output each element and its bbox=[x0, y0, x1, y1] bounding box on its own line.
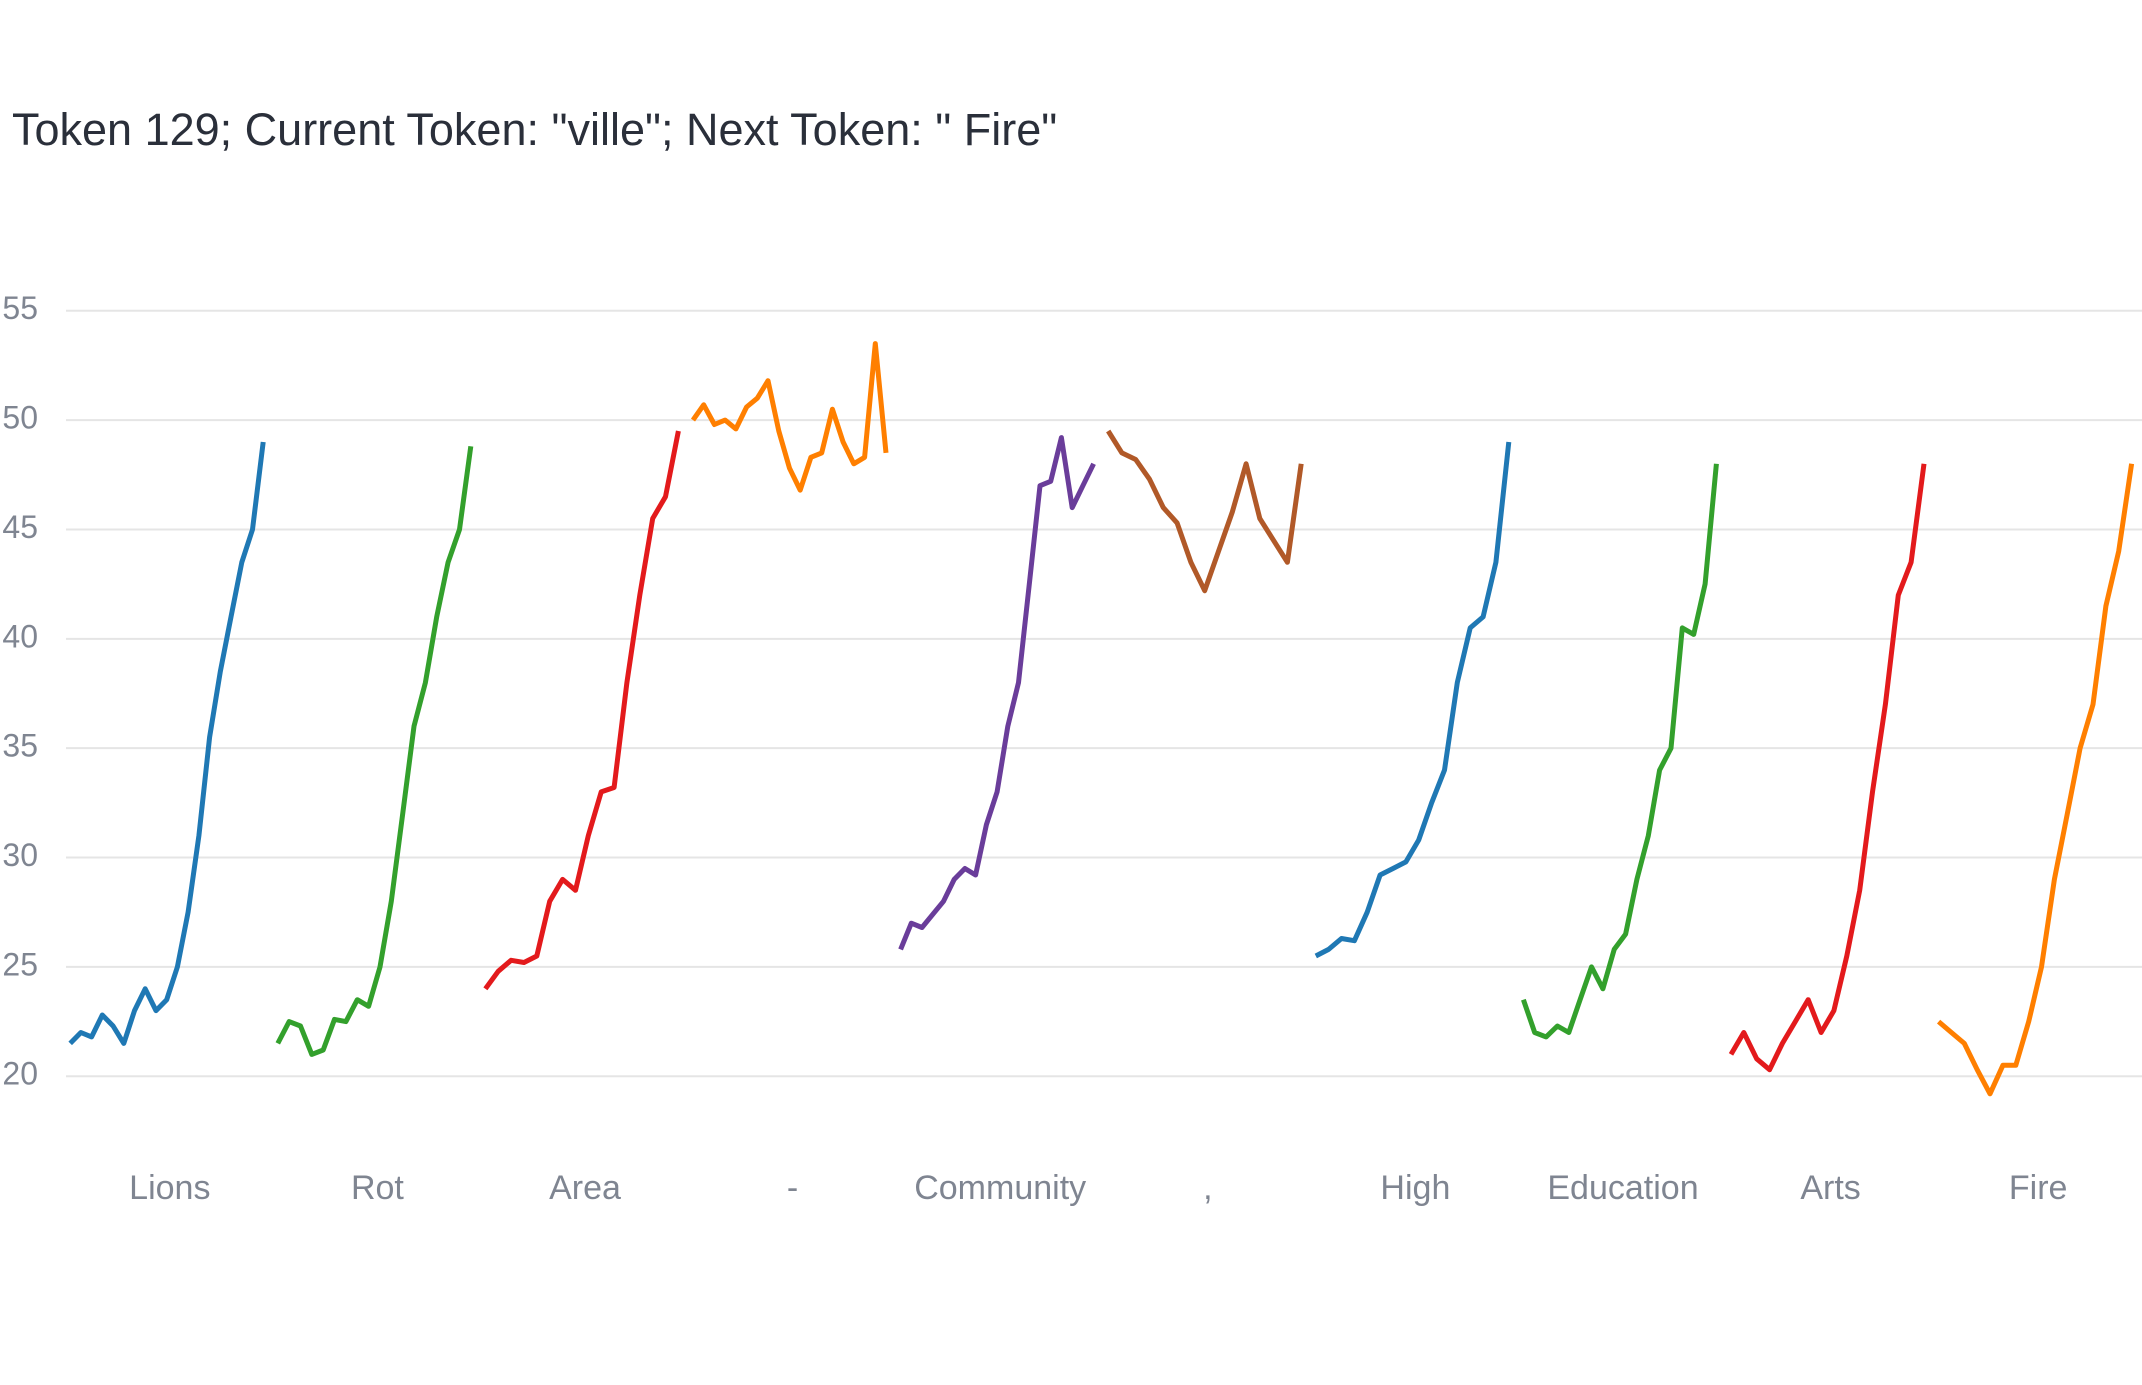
x-tick-label: Lions bbox=[129, 1169, 210, 1207]
x-tick-label: Education bbox=[1547, 1169, 1698, 1207]
x-tick-label: Area bbox=[549, 1169, 621, 1207]
y-tick-label: 30 bbox=[2, 837, 38, 873]
y-tick-label: 45 bbox=[2, 509, 38, 545]
series-line bbox=[1106, 429, 1304, 594]
y-tick-label: 40 bbox=[2, 618, 38, 654]
x-tick-label: Fire bbox=[2009, 1169, 2068, 1207]
series-line bbox=[1936, 463, 2135, 1097]
y-tick-label: 55 bbox=[2, 290, 38, 326]
series-line bbox=[690, 341, 889, 493]
x-tick-label: Rot bbox=[351, 1169, 404, 1207]
y-tick-label: 25 bbox=[2, 946, 38, 982]
y-tick-label: 35 bbox=[2, 728, 38, 764]
series-line bbox=[483, 430, 681, 991]
chart-title: Token 129; Current Token: "ville"; Next … bbox=[12, 104, 1057, 155]
x-tick-label: - bbox=[787, 1169, 798, 1207]
x-tick-label: Arts bbox=[1800, 1169, 1860, 1207]
x-tick-label: High bbox=[1380, 1169, 1450, 1207]
x-tick-label: , bbox=[1203, 1169, 1212, 1207]
series-line bbox=[275, 445, 474, 1057]
y-tick-label: 20 bbox=[2, 1056, 38, 1092]
series-line bbox=[1728, 463, 1927, 1073]
series-line bbox=[1521, 463, 1719, 1040]
x-tick-label: Community bbox=[914, 1169, 1086, 1207]
series-line bbox=[898, 435, 1096, 951]
series-line bbox=[1314, 441, 1512, 959]
y-tick-label: 50 bbox=[2, 400, 38, 436]
series-line bbox=[68, 441, 266, 1046]
